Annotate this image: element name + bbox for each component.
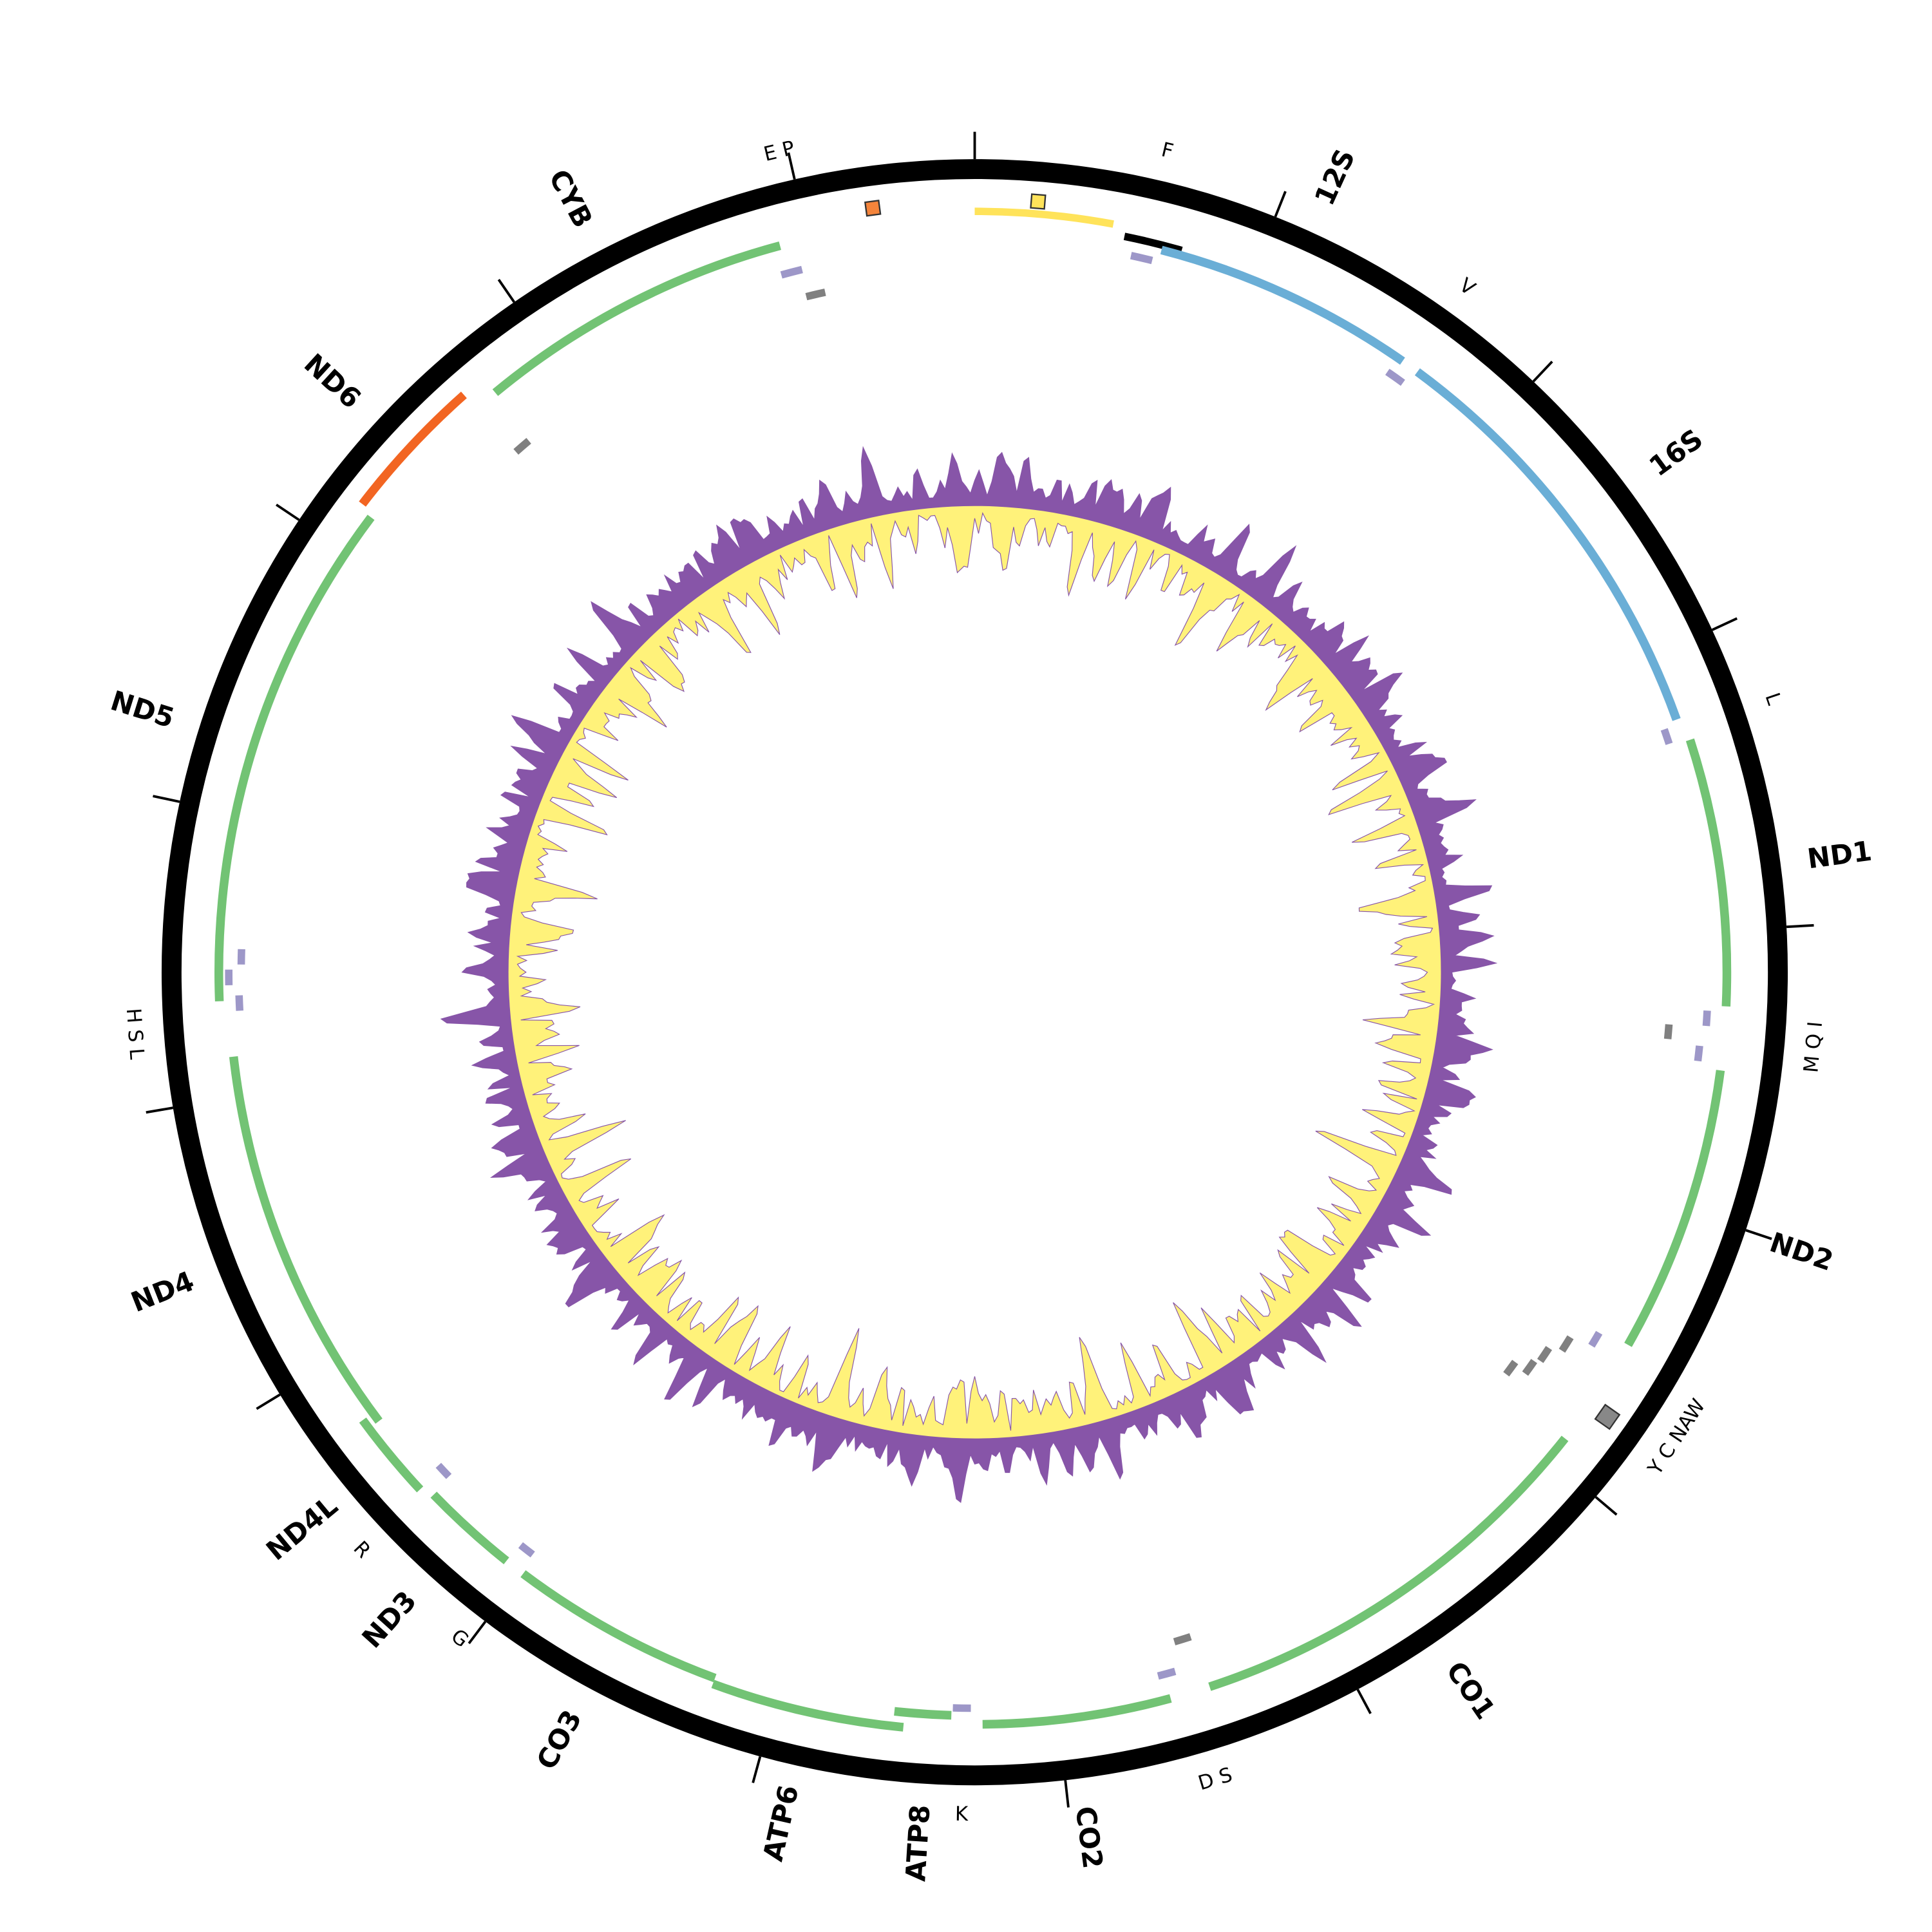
tick xyxy=(275,504,300,521)
gene-label: 16S xyxy=(1643,424,1709,484)
tick xyxy=(1064,1780,1070,1808)
feature-arc xyxy=(711,1680,904,1732)
feature-arcs xyxy=(214,193,1732,1732)
gene-label: ATP8 xyxy=(900,1804,936,1882)
tick xyxy=(1745,1229,1772,1240)
feature-arc xyxy=(1624,1070,1725,1347)
feature-arc xyxy=(1685,738,1732,1007)
trna-label: D S xyxy=(1195,1763,1235,1795)
feature-arc xyxy=(1130,252,1153,265)
gc-skew-plot xyxy=(440,446,1498,1503)
tick xyxy=(1786,923,1814,929)
feature-arc xyxy=(894,1707,952,1720)
trna-label: H S L xyxy=(122,1007,149,1061)
feature-arc xyxy=(1503,1359,1519,1377)
tick xyxy=(468,1620,487,1645)
feature-arc xyxy=(435,1463,452,1479)
tick xyxy=(1595,1496,1618,1516)
feature-arc xyxy=(1414,368,1681,721)
tick xyxy=(497,279,515,303)
trna-label: G xyxy=(447,1625,473,1653)
gene-label: CO2 xyxy=(1069,1804,1108,1870)
feature-arc xyxy=(1173,1633,1192,1645)
feature-arc xyxy=(430,1492,509,1564)
gene-label: ND3 xyxy=(356,1586,423,1654)
tick xyxy=(787,152,796,180)
genome-ring xyxy=(161,159,1788,1786)
tick xyxy=(256,1393,281,1410)
feature-arc xyxy=(1588,1331,1603,1348)
gene-label: CYB xyxy=(542,165,598,233)
gene-label: 12S xyxy=(1309,145,1362,211)
feature-arc xyxy=(1522,1359,1537,1376)
feature-arc xyxy=(359,1417,424,1493)
feature-arc xyxy=(1385,368,1405,386)
feature-arc xyxy=(805,289,826,301)
gene-label: ND4L xyxy=(261,1490,344,1567)
feature-arc xyxy=(513,438,531,455)
feature-arc xyxy=(974,207,1114,228)
feature-box xyxy=(1594,1403,1621,1430)
feature-arc xyxy=(982,1694,1172,1729)
gene-label: ND4 xyxy=(127,1265,198,1319)
gene-label: ATP6 xyxy=(758,1783,806,1864)
trna-label: K xyxy=(955,1803,969,1826)
feature-arc xyxy=(518,1542,535,1558)
feature-arc xyxy=(1702,1010,1711,1027)
trna-label: V xyxy=(1455,274,1479,301)
feature-arc xyxy=(1694,1045,1703,1062)
feature-arc xyxy=(214,515,375,1001)
feature-arc xyxy=(1660,728,1673,745)
feature-arc xyxy=(1123,232,1183,254)
tick xyxy=(146,1106,173,1114)
feature-arc xyxy=(1663,1024,1673,1039)
feature-arc xyxy=(492,241,781,396)
trna-label: L xyxy=(1760,690,1786,708)
gene-label: ND1 xyxy=(1806,836,1874,876)
trna-label: M Q I xyxy=(1799,1021,1827,1074)
feature-arc xyxy=(229,1056,383,1424)
tick xyxy=(752,1756,762,1783)
feature-box xyxy=(864,200,882,217)
feature-arc xyxy=(520,1570,717,1683)
feature-arc xyxy=(235,995,244,1011)
gene-label: CO3 xyxy=(531,1705,589,1775)
tick xyxy=(1532,361,1553,383)
feature-arc xyxy=(1537,1345,1553,1363)
feature-box xyxy=(1030,193,1046,210)
ticks xyxy=(146,131,1814,1808)
tick xyxy=(1356,1689,1372,1714)
tick xyxy=(1274,191,1287,218)
feature-arc xyxy=(1558,1335,1574,1353)
gene-label: ND5 xyxy=(107,685,178,735)
feature-arc xyxy=(359,392,467,507)
gene-label: ND6 xyxy=(298,348,366,415)
trna-label: F xyxy=(1159,138,1176,163)
gc-core xyxy=(614,611,1336,1333)
gene-label: ND2 xyxy=(1766,1227,1837,1278)
feature-arc xyxy=(1208,1435,1569,1691)
tick xyxy=(153,795,180,803)
tick xyxy=(1711,617,1738,631)
feature-arc xyxy=(1160,245,1405,365)
feature-arc xyxy=(1157,1667,1177,1680)
feature-arc xyxy=(780,265,803,279)
trna-label: R xyxy=(349,1537,375,1562)
gene-label: CO1 xyxy=(1439,1656,1501,1726)
